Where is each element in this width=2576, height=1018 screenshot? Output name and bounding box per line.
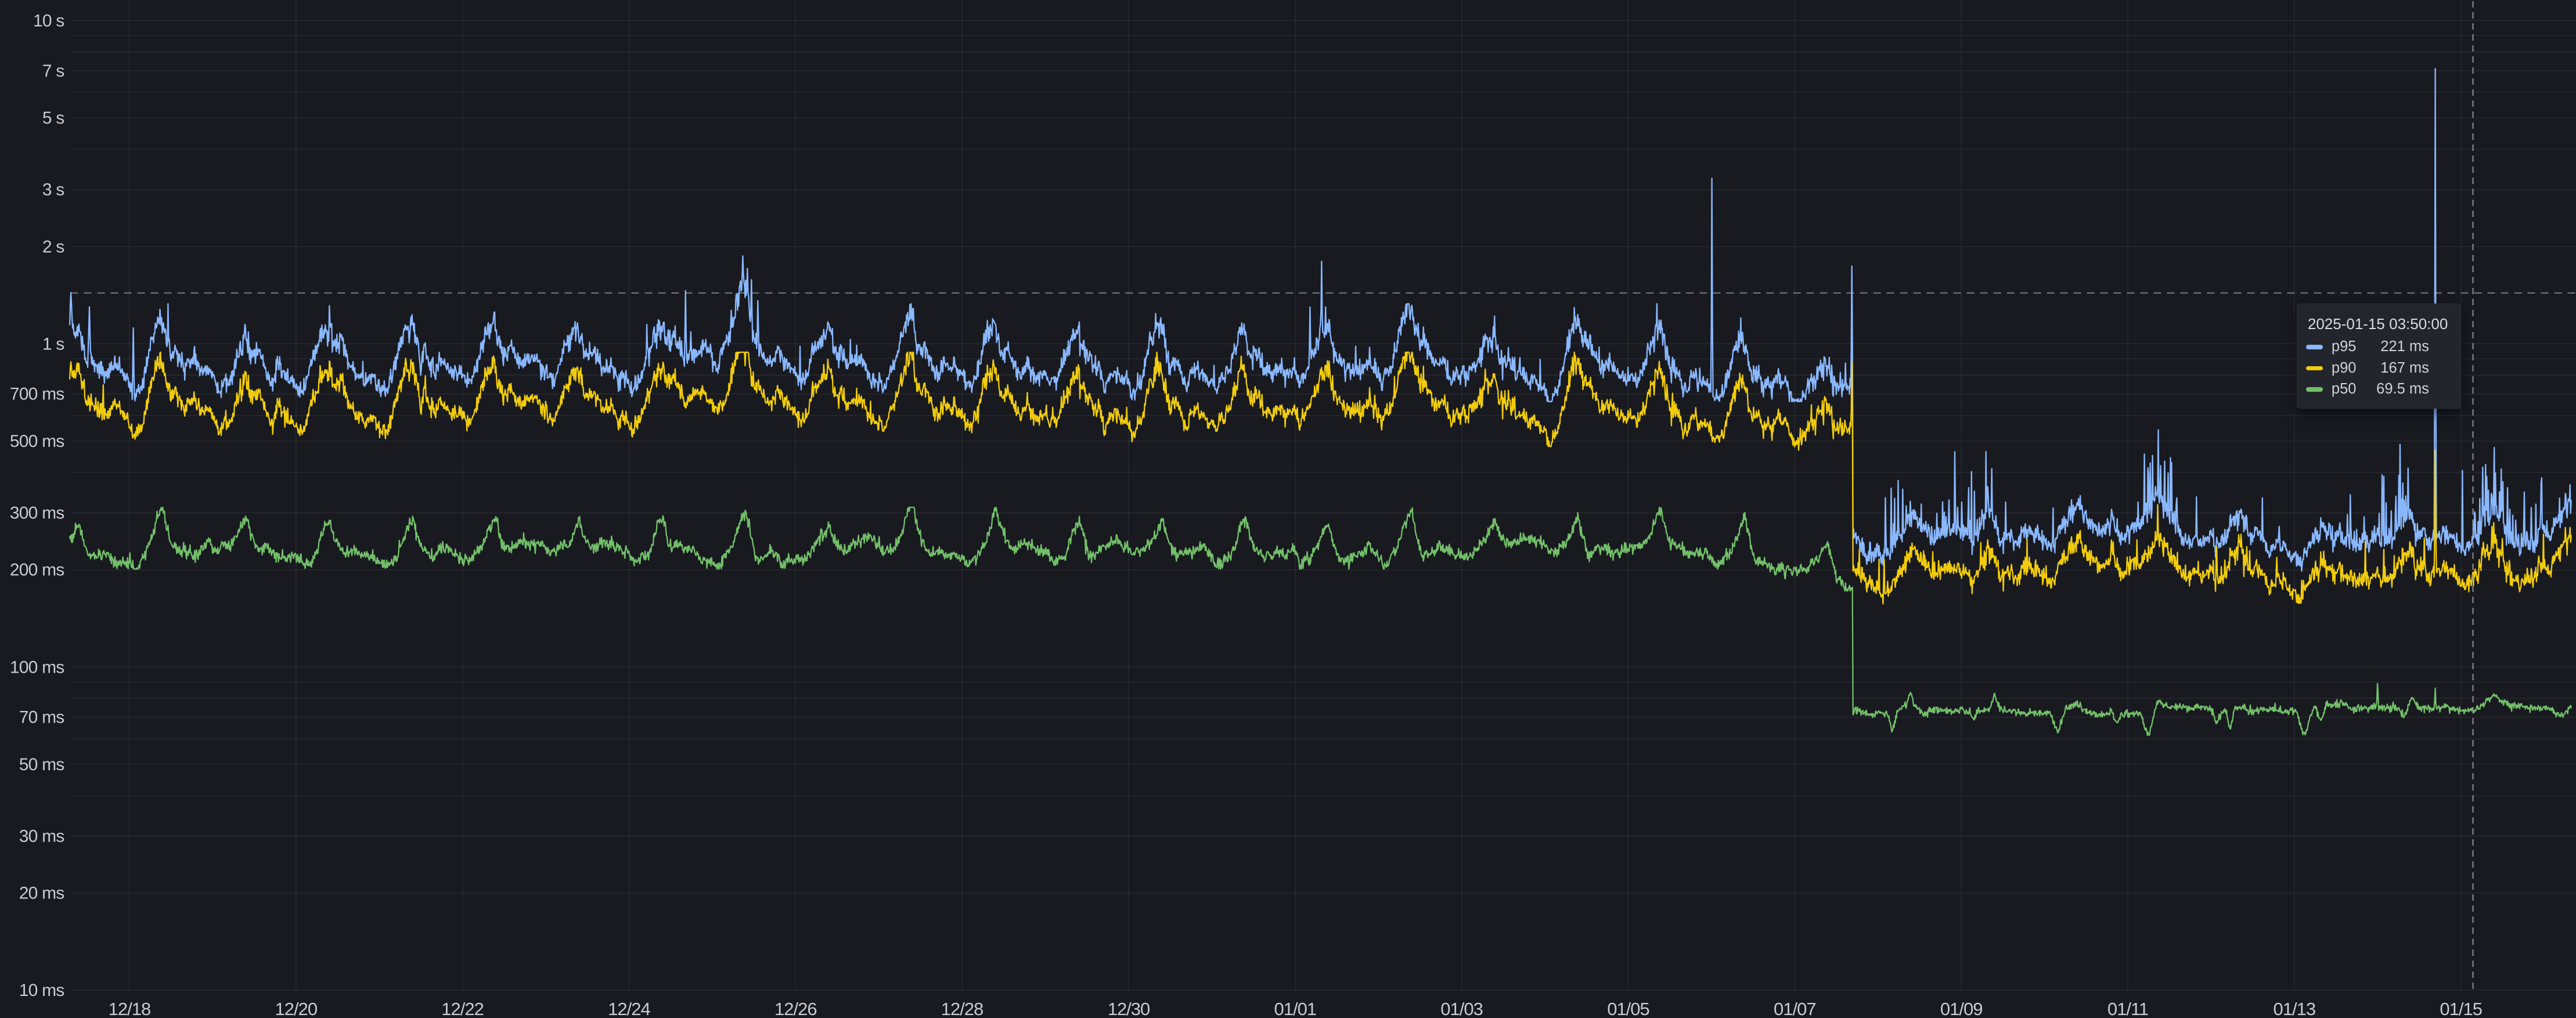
svg-text:01/03: 01/03 <box>1440 999 1483 1018</box>
svg-text:500 ms: 500 ms <box>10 432 64 451</box>
svg-text:300 ms: 300 ms <box>10 504 64 523</box>
svg-text:30 ms: 30 ms <box>19 827 64 846</box>
svg-text:10 s: 10 s <box>33 12 64 31</box>
svg-text:01/05: 01/05 <box>1607 999 1649 1018</box>
svg-text:7 s: 7 s <box>42 62 64 81</box>
svg-text:3 s: 3 s <box>42 181 64 200</box>
svg-text:50 ms: 50 ms <box>19 755 64 774</box>
svg-text:200 ms: 200 ms <box>10 561 64 580</box>
svg-text:2 s: 2 s <box>42 237 64 257</box>
svg-text:5 s: 5 s <box>42 109 64 128</box>
svg-text:12/24: 12/24 <box>608 999 650 1018</box>
svg-text:12/26: 12/26 <box>774 999 817 1018</box>
svg-text:10 ms: 10 ms <box>19 981 64 1000</box>
svg-text:1 s: 1 s <box>42 334 64 353</box>
svg-text:12/20: 12/20 <box>275 999 318 1018</box>
svg-text:12/28: 12/28 <box>941 999 983 1018</box>
svg-text:12/30: 12/30 <box>1108 999 1150 1018</box>
svg-text:01/15: 01/15 <box>2440 999 2482 1018</box>
svg-text:100 ms: 100 ms <box>10 658 64 677</box>
svg-text:20 ms: 20 ms <box>19 884 64 903</box>
svg-text:01/01: 01/01 <box>1274 999 1317 1018</box>
svg-text:700 ms: 700 ms <box>10 385 64 404</box>
svg-text:01/11: 01/11 <box>2107 999 2148 1018</box>
svg-text:01/07: 01/07 <box>1774 999 1816 1018</box>
svg-text:01/13: 01/13 <box>2274 999 2316 1018</box>
svg-text:01/09: 01/09 <box>1940 999 1983 1018</box>
svg-text:70 ms: 70 ms <box>19 708 64 727</box>
svg-text:12/18: 12/18 <box>109 999 151 1018</box>
svg-text:12/22: 12/22 <box>441 999 484 1018</box>
